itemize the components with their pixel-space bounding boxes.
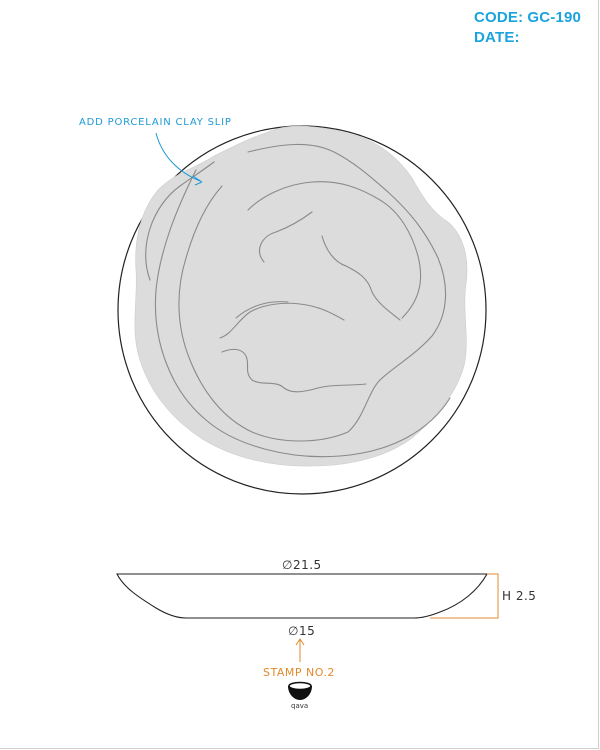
stamp-label: STAMP NO.2: [263, 666, 335, 679]
top-diameter-label: ∅21.5: [282, 558, 322, 572]
plate-profile: [116, 573, 488, 619]
title-block: CODE: GC-190 DATE:: [474, 8, 581, 48]
stamp-logo-icon: [288, 681, 312, 700]
base-diameter-label: ∅15: [288, 624, 315, 638]
side-view: ∅21.5 H 2.5 ∅15: [116, 558, 536, 638]
stamp-callout: STAMP NO.2 qava: [263, 638, 335, 710]
stamp-leader-arrowhead: [295, 638, 305, 646]
code-label: CODE:: [474, 9, 524, 26]
top-view: ADD PORCELAIN CLAY SLIP: [79, 117, 487, 495]
date-label: DATE:: [474, 29, 520, 46]
slip-annotation: ADD PORCELAIN CLAY SLIP: [79, 117, 232, 128]
stamp-logo-text: qava: [291, 702, 308, 710]
height-label: H 2.5: [502, 589, 536, 603]
slip-swirls: [145, 143, 451, 458]
slip-leader-arrowhead: [192, 175, 203, 186]
date-row: DATE:: [474, 28, 581, 48]
code-value: GC-190: [527, 9, 582, 26]
slip-leader-arrow: [155, 132, 201, 182]
slip-area: [134, 125, 468, 467]
height-dimension-line: [430, 573, 499, 619]
code-row: CODE: GC-190: [474, 8, 581, 28]
